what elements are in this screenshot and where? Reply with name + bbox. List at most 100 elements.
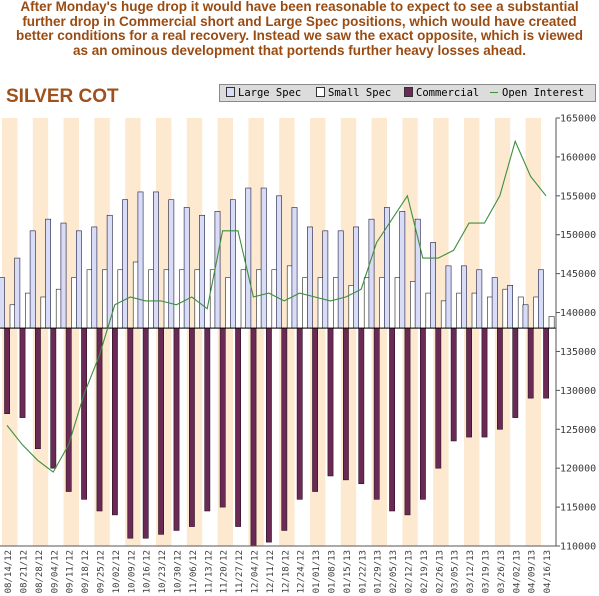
large-spec-bar (430, 242, 436, 329)
commercial-bar (512, 327, 519, 418)
large-spec-bar (14, 257, 21, 329)
x-tick-label: 03/26/13 (497, 550, 507, 593)
large-spec-bar (383, 207, 390, 329)
small-spec-swatch (316, 87, 325, 97)
commercial-bar (235, 327, 241, 527)
large-spec-bar (91, 226, 98, 329)
y-tick-label: 115000 (560, 503, 596, 514)
x-tick-label: 08/28/12 (35, 550, 45, 593)
x-tick-label: 12/11/12 (266, 550, 276, 593)
commercial-bar (358, 327, 365, 485)
legend-open-interest: Open Interest (490, 87, 584, 99)
commercial-bar (342, 327, 349, 481)
y-tick-label: 125000 (560, 425, 596, 436)
intro-text: After Monday's huge drop it would have b… (0, 0, 599, 58)
y-tick-label: 145000 (560, 269, 596, 280)
large-spec-bar (230, 199, 236, 329)
commercial-bar (173, 327, 180, 531)
commercial-bar (435, 327, 442, 469)
large-spec-bar (399, 211, 406, 329)
commercial-bar (312, 327, 318, 492)
x-tick-label: 12/18/12 (281, 550, 291, 593)
large-spec-bar (291, 207, 298, 329)
open-interest-swatch (490, 92, 498, 93)
large-spec-bar (199, 214, 205, 329)
x-tick-label: 03/05/13 (451, 550, 461, 593)
x-tick-label: 01/08/13 (328, 550, 338, 593)
legend-label: Open Interest (502, 87, 585, 99)
y-tick-label: 155000 (560, 191, 596, 202)
large-spec-bar (106, 214, 113, 329)
large-spec-bar (137, 191, 144, 329)
commercial-bar (112, 327, 118, 516)
intro-line: After Monday's huge drop it would have b… (20, 0, 579, 14)
y-tick-label: 135000 (560, 347, 596, 358)
commercial-bar (296, 327, 303, 500)
large-spec-bar (60, 222, 67, 329)
commercial-bar (19, 327, 26, 418)
large-spec-bar (445, 265, 452, 329)
x-tick-label: 09/25/12 (97, 550, 107, 593)
y-tick-label: 110000 (560, 542, 596, 553)
x-tick-label: 04/09/13 (528, 550, 538, 593)
x-tick-label: 02/19/13 (420, 550, 430, 593)
large-spec-bar (353, 226, 359, 329)
x-tick-label: 11/13/12 (204, 550, 214, 593)
x-tick-label: 10/23/12 (158, 550, 168, 593)
commercial-bar (466, 327, 472, 438)
commercial-bar (4, 327, 10, 415)
commercial-bar (265, 327, 272, 543)
legend-label: Commercial (416, 87, 480, 99)
x-tick-label: 02/12/13 (405, 550, 415, 593)
small-spec-bar (548, 316, 555, 329)
x-tick-label: 11/27/12 (235, 550, 245, 593)
large-spec-bar (45, 218, 51, 329)
large-spec-bar (476, 269, 483, 329)
large-spec-bar (537, 269, 544, 329)
large-spec-bar (260, 187, 267, 329)
x-tick-label: 04/16/13 (543, 550, 553, 593)
x-tick-label: 04/02/13 (512, 550, 522, 593)
x-tick-label: 11/20/12 (220, 550, 230, 593)
commercial-bar (450, 327, 457, 442)
commercial-bar (373, 327, 380, 500)
commercial-bar (527, 327, 534, 399)
commercial-bar (158, 327, 164, 535)
open-interest-line (6, 139, 547, 473)
legend-small-spec: Small Spec (316, 87, 391, 99)
x-tick-label: 01/29/13 (374, 550, 384, 593)
commercial-bar (204, 327, 211, 512)
y-tick-label: 165000 (560, 114, 596, 125)
large-spec-bar (491, 277, 498, 329)
x-tick-label: 01/22/13 (358, 550, 368, 593)
x-tick-label: 01/15/13 (343, 550, 353, 593)
commercial-bar (327, 327, 334, 477)
large-spec-bar (214, 211, 221, 329)
legend-label: Small Spec (328, 87, 392, 99)
x-tick-label: 09/18/12 (81, 550, 91, 593)
x-tick-label: 10/30/12 (174, 550, 184, 593)
commercial-bar (189, 327, 195, 527)
plot-background (0, 118, 556, 546)
legend-large-spec: Large Spec (226, 87, 301, 99)
large-spec-bar (322, 230, 329, 329)
commercial-bar (281, 327, 288, 531)
y-tick-label: 160000 (560, 152, 596, 163)
x-tick-label: 03/12/13 (466, 550, 476, 593)
chart-legend: Large Spec Small Spec Commercial Open In… (219, 84, 596, 102)
x-tick-label: 10/02/12 (112, 550, 122, 593)
commercial-bar (481, 327, 488, 438)
intro-line: as an ominous development that portends … (72, 42, 527, 58)
commercial-bar (250, 327, 257, 547)
x-tick-label: 03/19/13 (482, 550, 492, 593)
legend-label: Large Spec (238, 87, 302, 99)
large-spec-bar (153, 191, 159, 329)
large-spec-bar (245, 187, 252, 329)
commercial-bar (404, 327, 411, 516)
large-spec-bar (183, 207, 190, 329)
legend-commercial: Commercial (404, 87, 479, 99)
x-tick-label: 10/16/12 (143, 550, 153, 593)
large-spec-bar (337, 230, 344, 329)
y-tick-label: 140000 (560, 308, 596, 319)
large-spec-bar (276, 195, 282, 329)
